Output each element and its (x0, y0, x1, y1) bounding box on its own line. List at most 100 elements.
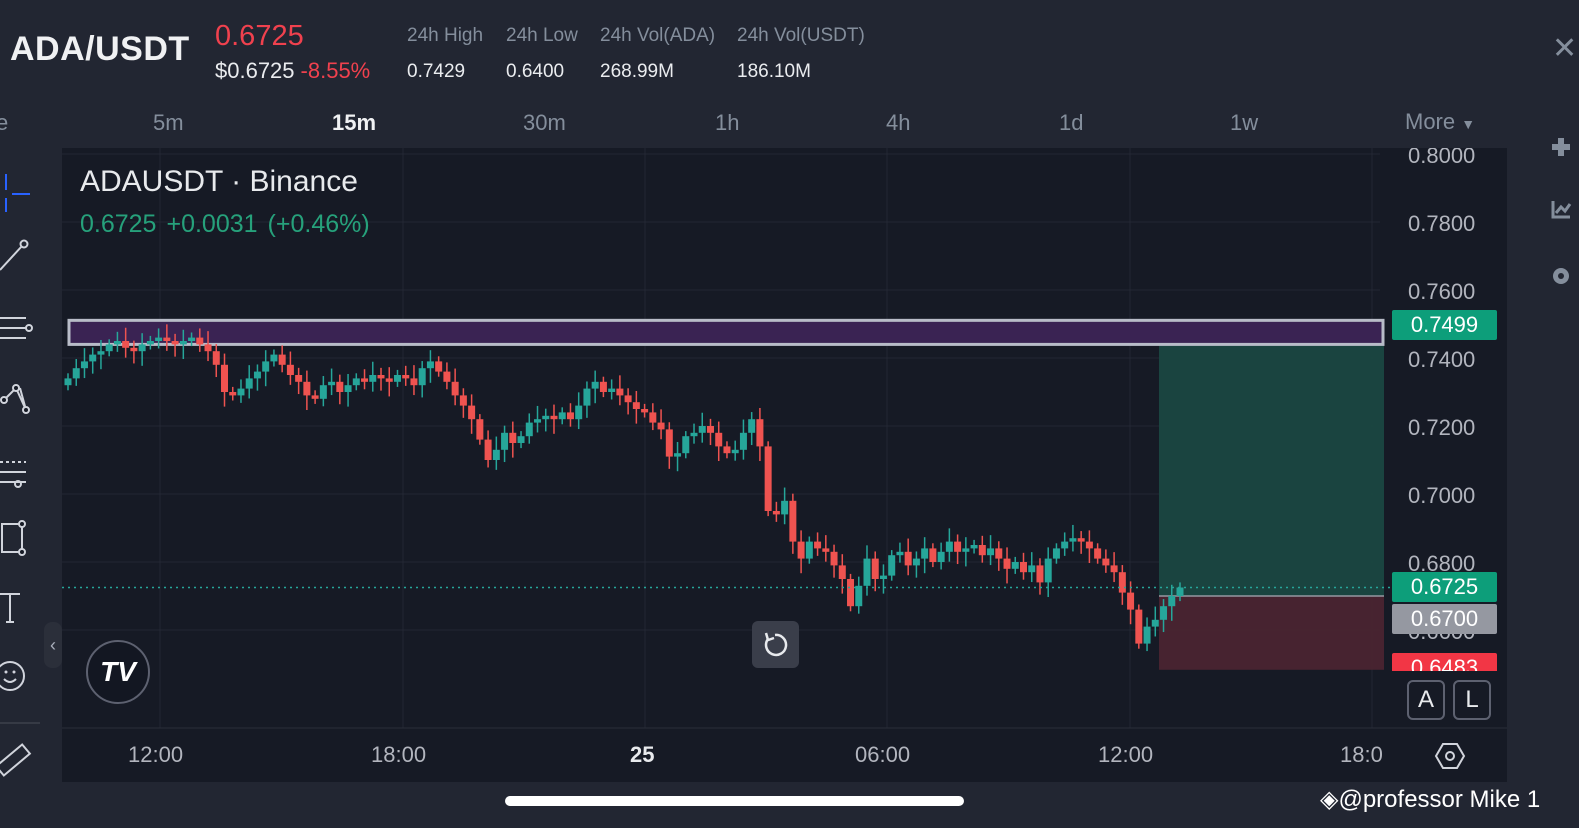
emoji-tool-icon[interactable] (0, 656, 40, 696)
watermark: ◈@professor Mike 1 (1320, 785, 1540, 814)
zone-top-price-label: 0.7499 (1392, 310, 1497, 340)
candle-body-up (863, 558, 871, 586)
more-intervals-dropdown[interactable]: More ▼ (1405, 109, 1475, 135)
more-label: More (1405, 109, 1456, 134)
candle-body-up (748, 419, 756, 433)
candle-body-up (270, 354, 278, 362)
forecast-tool-icon[interactable] (0, 452, 40, 492)
candle-body-up (492, 449, 500, 460)
candle-body-up (501, 432, 509, 450)
price-change-percent: -8.55% (300, 58, 371, 83)
candle-body-down (1110, 565, 1118, 573)
candle-body-down (929, 548, 937, 562)
rectangle-tool-icon[interactable] (0, 518, 40, 558)
tab-1w[interactable]: 1w (1230, 110, 1259, 135)
stop-price-label-clip: 0.6483 (1392, 653, 1497, 671)
stat-24h-high: 24h High 0.7429 (407, 25, 483, 83)
crosshair-icon[interactable] (0, 172, 40, 212)
candle-body-up (690, 432, 698, 437)
candle-body-down (830, 551, 838, 566)
tab-30m[interactable]: 30m (523, 110, 566, 135)
candle-body-up (237, 388, 245, 396)
add-indicator-icon[interactable] (1550, 136, 1572, 158)
stat-value: 186.10M (737, 61, 811, 82)
gear-icon[interactable] (1550, 265, 1572, 287)
candle-body-up (534, 419, 542, 423)
candle-body-up (739, 432, 747, 450)
price-tick: 0.7400 (1408, 347, 1475, 372)
candle-body-down (476, 419, 484, 440)
tab-1d[interactable]: 1d (1059, 110, 1084, 135)
collapse-toolbar-button[interactable]: ‹ (44, 622, 62, 668)
candle-body-up (80, 361, 88, 369)
candle-body-up (1168, 596, 1176, 607)
candle-body-up (591, 381, 599, 389)
candle-body-up (781, 500, 789, 515)
stat-label: 24h Low (506, 25, 578, 46)
candle-body-down (336, 381, 344, 392)
candle-body-up (1143, 626, 1151, 644)
candle-body-down (459, 395, 467, 406)
candle-body-up (245, 378, 253, 389)
time-tick-clip: 18:0 (1340, 742, 1392, 768)
candle-body-up (418, 368, 426, 386)
toolbar-divider (0, 722, 40, 724)
candle-body-down (649, 412, 657, 423)
candle-body-down (715, 432, 723, 447)
stat-label: 24h Vol(USDT) (737, 25, 865, 46)
candle-body-down (954, 541, 962, 552)
candle-body-down (772, 511, 780, 515)
candle-body-up (138, 344, 146, 352)
candle-body-down (303, 381, 311, 396)
candle-body-down (995, 548, 1003, 559)
candle-body-down (1135, 609, 1143, 644)
candle-body-up (1151, 619, 1159, 627)
candle-body-down (1085, 541, 1093, 549)
candle-body-down (377, 375, 385, 379)
ruler-icon[interactable] (0, 740, 40, 780)
tradingview-logo[interactable]: TV (86, 640, 150, 704)
current-price-label: 0.6725 (1392, 572, 1497, 602)
trading-pair[interactable]: ADA/USDT (10, 30, 190, 68)
close-icon[interactable]: ✕ (1552, 32, 1578, 65)
tab-5m[interactable]: 5m (153, 110, 184, 135)
candle-body-down (410, 378, 418, 386)
candle-body-up (682, 436, 690, 454)
auto-scale-button[interactable]: A (1407, 680, 1445, 720)
candle-body-up (89, 354, 97, 362)
pattern-tool-icon[interactable] (0, 380, 40, 420)
fib-lines-icon[interactable] (0, 308, 40, 348)
chart-settings-icon[interactable] (1434, 740, 1466, 772)
candle-body-down (599, 381, 607, 392)
chart-type-icon[interactable] (1550, 198, 1572, 220)
tab-15m[interactable]: 15m (332, 110, 377, 135)
stat-value: 0.6400 (506, 61, 565, 82)
stat-24h-low: 24h Low 0.6400 (506, 25, 578, 83)
candle-body-up (1061, 541, 1069, 549)
stop-price-label: 0.6483 (1392, 653, 1497, 671)
price-tick: 0.7800 (1408, 211, 1475, 236)
candle-body-up (64, 378, 72, 386)
tab-4h[interactable]: 4h (886, 110, 911, 135)
candle-body-up (542, 415, 550, 420)
candle-body-down (1036, 565, 1044, 583)
candle-body-down (278, 354, 286, 365)
time-tick: 18:0 (1340, 742, 1383, 767)
price-tick: 0.8000 (1408, 148, 1475, 168)
chart-canvas[interactable]: 0.8000 0.7800 0.7600 0.7400 0.7200 0.7000 0.68… (62, 148, 1507, 782)
stat-value: 0.7429 (407, 61, 466, 82)
price-chart[interactable]: 0.8000 0.7800 0.7600 0.7400 0.7200 0.7000 0.68… (62, 148, 1507, 782)
candle-body-down (1094, 548, 1102, 559)
reset-chart-button[interactable] (752, 621, 799, 668)
candle-body-up (328, 381, 336, 386)
candle-body-up (583, 388, 591, 406)
tab-interval-partial[interactable]: e (0, 110, 9, 135)
candle-body-down (789, 500, 797, 542)
candle-body-down (1118, 572, 1126, 593)
candle-body-down (1003, 558, 1011, 569)
tab-1h[interactable]: 1h (715, 110, 740, 135)
trend-line-icon[interactable] (0, 238, 40, 278)
text-tool-icon[interactable] (0, 588, 40, 628)
candle-body-up (146, 341, 154, 345)
log-scale-button[interactable]: L (1453, 680, 1491, 720)
